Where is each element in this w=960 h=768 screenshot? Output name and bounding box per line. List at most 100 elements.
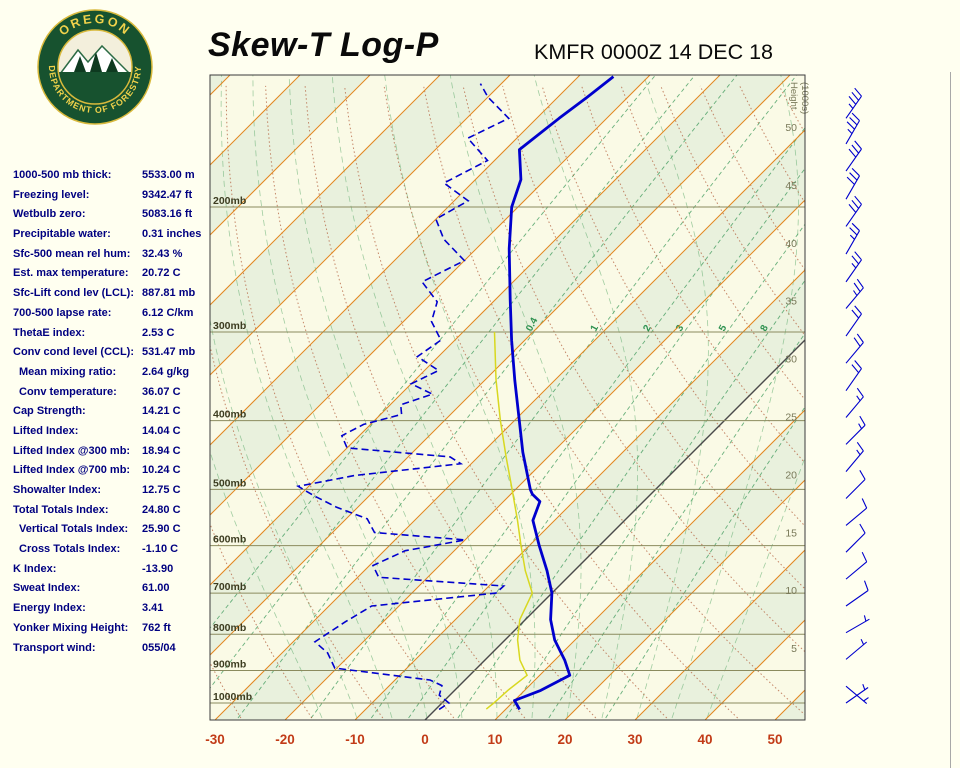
index-value: 36.07 C [142,385,181,398]
index-label: Cross Totals Index: [19,543,121,556]
wind-barb [845,87,862,119]
mixing-ratio-label: 8 [759,323,772,333]
index-row: Cap Strength: 14.21 C [13,402,223,422]
index-value: 5083.16 ft [142,208,193,221]
mixing-ratio-label: 2 [641,323,654,333]
index-label: K Index: [13,562,57,575]
wind-barb [845,251,862,283]
wind-barb [845,415,866,445]
index-value: 055/04 [142,641,176,654]
index-label: Sweat Index: [13,582,81,595]
index-row: Sfc-500 mean rel hum: 32.43 % [13,245,223,265]
index-row: ThetaE index: 2.53 C [13,324,223,344]
height-tick-label: 30 [785,354,797,366]
pressure-label: 500mb [213,477,246,489]
isotherms [210,75,805,720]
station-datetime: KMFR 0000Z 14 DEC 18 [534,40,773,64]
index-label: Precipitable water: [13,228,111,241]
page-title: Skew-T Log-P [208,26,439,64]
index-row: Wetbulb zero: 5083.16 ft [13,205,223,225]
wind-barb [845,615,870,634]
index-value: 0.31 inches [142,228,202,241]
isobars: 200mb 300mb 400mb 500mb 600mb 700mb 800mb 900mb… [210,195,805,704]
index-label: ThetaE index: [13,326,86,339]
temp-axis-label: -20 [275,732,295,747]
wind-barb [845,195,862,227]
index-value: 5533.00 m [142,169,195,181]
temp-axis-label: 40 [697,732,712,747]
background-bands [210,75,805,720]
mixing-ratio-label: 5 [717,323,730,333]
index-value: 24.80 C [142,503,181,516]
temperature-trace [507,75,615,711]
index-row: Mean mixing ratio: 2.64 g/kg [13,363,223,383]
index-row: Conv cond level (CCL): 531.47 mb [13,343,223,363]
index-value: 61.00 [142,582,170,595]
wind-barb [845,168,860,200]
index-label: Showalter Index: [13,484,102,496]
logo-inner-ring [57,29,133,105]
index-label: Vertical Totals Index: [19,523,129,536]
index-label: Est. max temperature: [13,267,129,280]
wind-barb [845,333,864,364]
pressure-label: 900mb [213,659,246,671]
index-row: Transport wind: 055/04 [13,639,223,659]
index-label: Lifted Index @700 mb: [13,464,131,477]
index-row: Showalter Index: 12.75 C [13,481,223,501]
wind-barb [845,684,869,704]
wind-barb [845,685,869,705]
wind-barb [845,222,860,255]
index-value: 20.72 C [142,267,181,280]
index-row: Sweat Index: 61.00 [13,579,223,599]
logo-tree-icon [90,52,102,72]
indices-panel: 1000-500 mb thick: 5533.00 m Freezing le… [13,166,223,658]
index-row: Sfc-Lift cond lev (LCL): 887.81 mb [13,284,223,304]
wind-barb [845,523,866,553]
mixing-ratio-label: 3 [674,323,687,333]
pressure-label: 200mb [213,195,246,207]
pressure-label: 800mb [213,622,246,634]
index-label: Lifted Index: [13,424,79,437]
temperature-axis-labels: -30 -20 -10 0 10 20 30 40 50 [205,732,782,747]
index-value: 531.47 mb [142,346,196,359]
wind-barb [845,305,862,337]
logo-tree-icon [106,58,118,72]
temp-axis-label: -30 [205,732,225,747]
height-tick-label: 5 [791,643,797,655]
index-row: 1000-500 mb thick: 5533.00 m [13,166,223,186]
index-value: 12.75 C [142,484,181,496]
index-label: 1000-500 mb thick: [13,169,112,181]
dry-adiabats [210,85,805,719]
index-label: Total Totals Index: [13,503,109,516]
index-label: Cap Strength: [13,405,86,418]
index-value: 10.24 C [142,464,181,477]
temp-axis-label: -10 [345,732,365,747]
temp-axis-label: 10 [487,732,502,747]
index-row: Freezing level: 9342.47 ft [13,186,223,206]
index-label: Conv cond level (CCL): [13,346,135,359]
index-value: 2.53 C [142,326,175,339]
index-row: Cross Totals Index: -1.10 C [13,540,223,560]
index-row: Lifted Index: 14.04 C [13,422,223,442]
height-tick-label: 15 [785,527,797,539]
pressure-label: 600mb [213,534,246,546]
index-row: Yonker Mixing Height: 762 ft [13,619,223,639]
index-row: Precipitable water: 0.31 inches [13,225,223,245]
mixing-ratio-label: 1 [589,323,602,333]
plot-border [209,74,806,721]
odf-logo: OREGON DEPARTMENT OF FORESTRY [37,9,153,125]
index-label: Conv temperature: [19,385,117,398]
temp-axis-label: 50 [767,732,782,747]
index-value: 3.41 [142,602,164,615]
plot-area: 0.4 1 2 3 5 8200mb300mb400mb500mb600mb700mb80… [210,75,805,720]
temp-axis-label: 0 [421,732,429,747]
pressure-label: 700mb [213,581,246,593]
index-label: Wetbulb zero: [13,208,86,221]
height-tick-label: 10 [785,585,797,597]
index-value: -1.10 C [142,543,179,556]
height-tick-label: 45 [785,180,797,192]
index-value: 25.90 C [142,523,181,536]
index-value: 14.21 C [142,405,181,418]
